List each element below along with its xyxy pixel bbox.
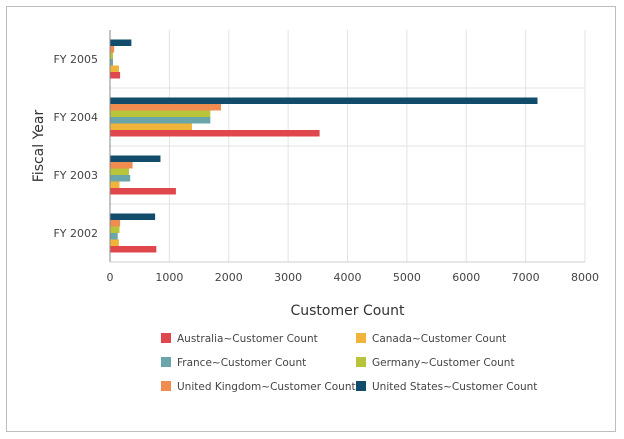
bar bbox=[110, 175, 131, 182]
bar bbox=[110, 117, 211, 124]
x-tick-label: 2000 bbox=[215, 271, 243, 284]
bar bbox=[110, 46, 115, 53]
legend-item: United States~Customer Count bbox=[356, 381, 537, 393]
x-tick-label: 3000 bbox=[274, 271, 302, 284]
legend-label: Canada~Customer Count bbox=[372, 333, 506, 345]
x-tick-label: 5000 bbox=[393, 271, 421, 284]
bar bbox=[110, 59, 113, 66]
bar bbox=[110, 123, 192, 130]
legend-label: United States~Customer Count bbox=[372, 381, 537, 393]
y-tick-label: FY 2005 bbox=[53, 53, 98, 66]
x-axis-title: Customer Count bbox=[290, 303, 405, 319]
y-tick-label: FY 2003 bbox=[53, 169, 98, 182]
legend-item: Australia~Customer Count bbox=[161, 333, 318, 345]
legend-swatch bbox=[356, 357, 366, 367]
legend: Australia~Customer Count Canada~Customer … bbox=[161, 333, 537, 393]
legend-swatch bbox=[161, 333, 171, 343]
bar bbox=[110, 226, 120, 233]
legend-label: France~Customer Count bbox=[177, 357, 306, 369]
grid-lines bbox=[110, 30, 586, 262]
legend-item: France~Customer Count bbox=[161, 357, 306, 369]
legend-label: Australia~Customer Count bbox=[177, 333, 318, 345]
bar bbox=[110, 130, 320, 137]
x-tick-label: 7000 bbox=[512, 271, 540, 284]
bar bbox=[110, 155, 161, 162]
legend-item: United Kingdom~Customer Count bbox=[161, 381, 356, 393]
x-tick-label: 4000 bbox=[334, 271, 362, 284]
legend-label: Germany~Customer Count bbox=[372, 357, 515, 369]
x-tick-labels: 0 1000 2000 3000 4000 5000 6000 7000 8000 bbox=[107, 271, 600, 284]
bar bbox=[110, 213, 156, 220]
bar bbox=[110, 246, 157, 253]
bar bbox=[110, 52, 113, 59]
legend-swatch bbox=[356, 333, 366, 343]
bar bbox=[110, 233, 118, 240]
bar bbox=[110, 110, 211, 117]
legend-item: Canada~Customer Count bbox=[356, 333, 506, 345]
x-tick-label: 1000 bbox=[155, 271, 183, 284]
x-tick-label: 0 bbox=[107, 271, 114, 284]
y-tick-label: FY 2002 bbox=[53, 227, 98, 240]
bar bbox=[110, 168, 129, 175]
x-tick-label: 6000 bbox=[452, 271, 480, 284]
y-axis-title: Fiscal Year bbox=[31, 110, 47, 183]
x-tick-label: 8000 bbox=[571, 271, 599, 284]
y-tick-label: FY 2004 bbox=[53, 111, 98, 124]
bar bbox=[110, 65, 119, 72]
y-tick-labels: FY 2005 FY 2004 FY 2003 FY 2002 bbox=[53, 53, 98, 240]
legend-swatch bbox=[356, 381, 366, 391]
bars bbox=[110, 39, 538, 253]
legend-swatch bbox=[161, 357, 171, 367]
chart-frame bbox=[6, 6, 616, 432]
bar bbox=[110, 104, 222, 111]
bar bbox=[110, 162, 133, 169]
bar bbox=[110, 97, 538, 104]
bar bbox=[110, 72, 121, 79]
axes bbox=[109, 30, 585, 263]
bar bbox=[110, 39, 132, 46]
bar bbox=[110, 188, 176, 195]
legend-item: Germany~Customer Count bbox=[356, 357, 515, 369]
bar bbox=[110, 220, 121, 227]
bar bbox=[110, 181, 120, 188]
legend-label: United Kingdom~Customer Count bbox=[177, 381, 356, 393]
legend-swatch bbox=[161, 381, 171, 391]
bar bbox=[110, 239, 119, 246]
